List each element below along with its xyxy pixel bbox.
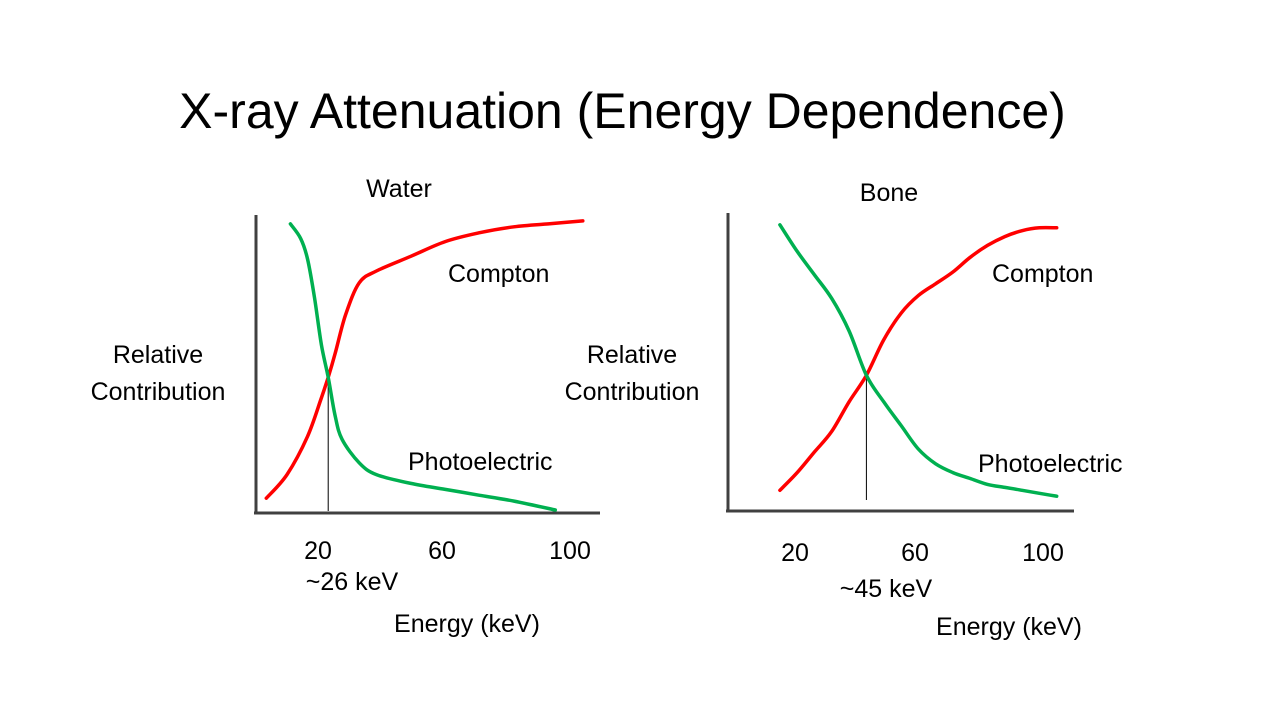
y-axis-label-line-1: Relative — [113, 341, 203, 369]
x-axis-label: Energy (keV) — [394, 610, 540, 638]
y-axis-label-line-2: Contribution — [91, 378, 226, 406]
series-label-compton: Compton — [992, 260, 1093, 288]
compton-curve — [778, 225, 1059, 493]
y-axis-label-line-1: Relative — [587, 341, 677, 369]
series-label-photoelectric: Photoelectric — [408, 448, 553, 476]
chart-title: Bone — [860, 179, 918, 207]
compton-curve — [264, 219, 585, 500]
slide-title: X-ray Attenuation (Energy Dependence) — [179, 82, 1066, 139]
x-tick-label: 20 — [304, 537, 332, 565]
chart-title: Water — [366, 175, 432, 203]
photoelectric-curve — [288, 222, 558, 512]
series-label-photoelectric: Photoelectric — [978, 450, 1123, 478]
x-tick-label: 20 — [781, 539, 809, 567]
x-tick-label: 60 — [428, 537, 456, 565]
chart-water: Water Relative Contribution Compton Phot… — [91, 175, 600, 638]
x-tick-label: 60 — [901, 539, 929, 567]
crossover-label: ~45 keV — [840, 575, 933, 603]
series-label-compton: Compton — [448, 260, 549, 288]
crossover-label: ~26 keV — [306, 568, 399, 596]
x-axis-label: Energy (keV) — [936, 613, 1082, 641]
chart-bone: Bone Relative Contribution Compton Photo… — [565, 179, 1123, 641]
photoelectric-curve — [778, 223, 1059, 498]
y-axis-label-line-2: Contribution — [565, 378, 700, 406]
x-tick-label: 100 — [1022, 539, 1064, 567]
x-tick-label: 100 — [549, 537, 591, 565]
